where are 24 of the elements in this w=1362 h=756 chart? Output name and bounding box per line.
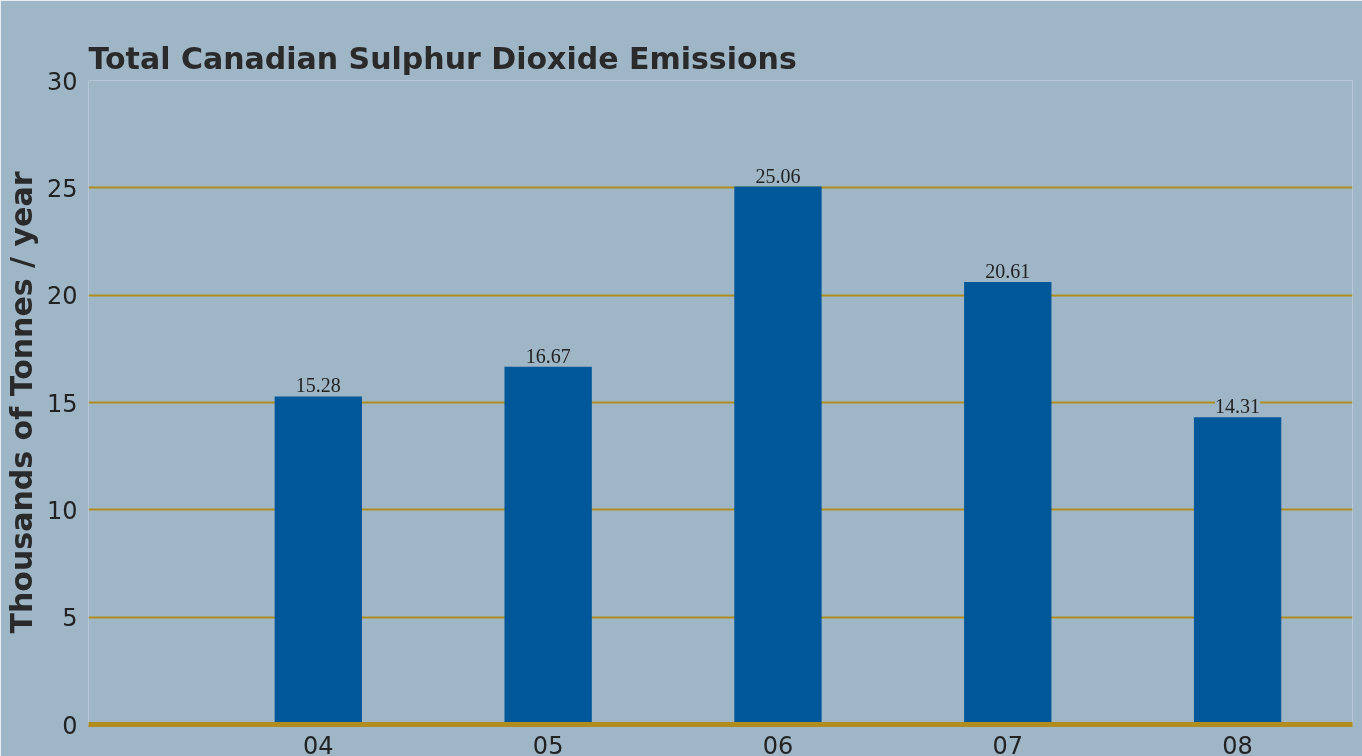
- bar: [734, 186, 822, 725]
- y-tick-label: 0: [62, 711, 78, 740]
- y-tick-label: 5: [62, 604, 78, 633]
- x-tick-label: 06: [762, 731, 794, 756]
- x-tick-label: 08: [1222, 731, 1253, 756]
- y-tick-label: 10: [46, 496, 78, 525]
- bar: [504, 366, 592, 725]
- y-tick-label: 25: [46, 174, 78, 203]
- data-label: 14.31: [1215, 395, 1261, 418]
- data-label: 16.67: [525, 344, 571, 367]
- bar: [964, 282, 1052, 725]
- x-tick-label: 05: [532, 731, 564, 756]
- y-tick-label: 15: [46, 389, 78, 418]
- y-tick-label: 30: [46, 67, 78, 96]
- data-label: 15.28: [295, 374, 341, 397]
- y-tick-label: 20: [46, 282, 78, 311]
- x-tick-label: 07: [992, 731, 1024, 756]
- bar: [274, 396, 362, 725]
- y-axis-title: Thousands of Tonnes / year: [3, 171, 39, 634]
- data-label: 20.61: [985, 260, 1031, 283]
- chart-title: Total Canadian Sulphur Dioxide Emissions: [88, 40, 797, 76]
- bar: [1193, 417, 1282, 725]
- x-tick-label: 04: [303, 731, 334, 756]
- data-label: 25.06: [755, 164, 801, 187]
